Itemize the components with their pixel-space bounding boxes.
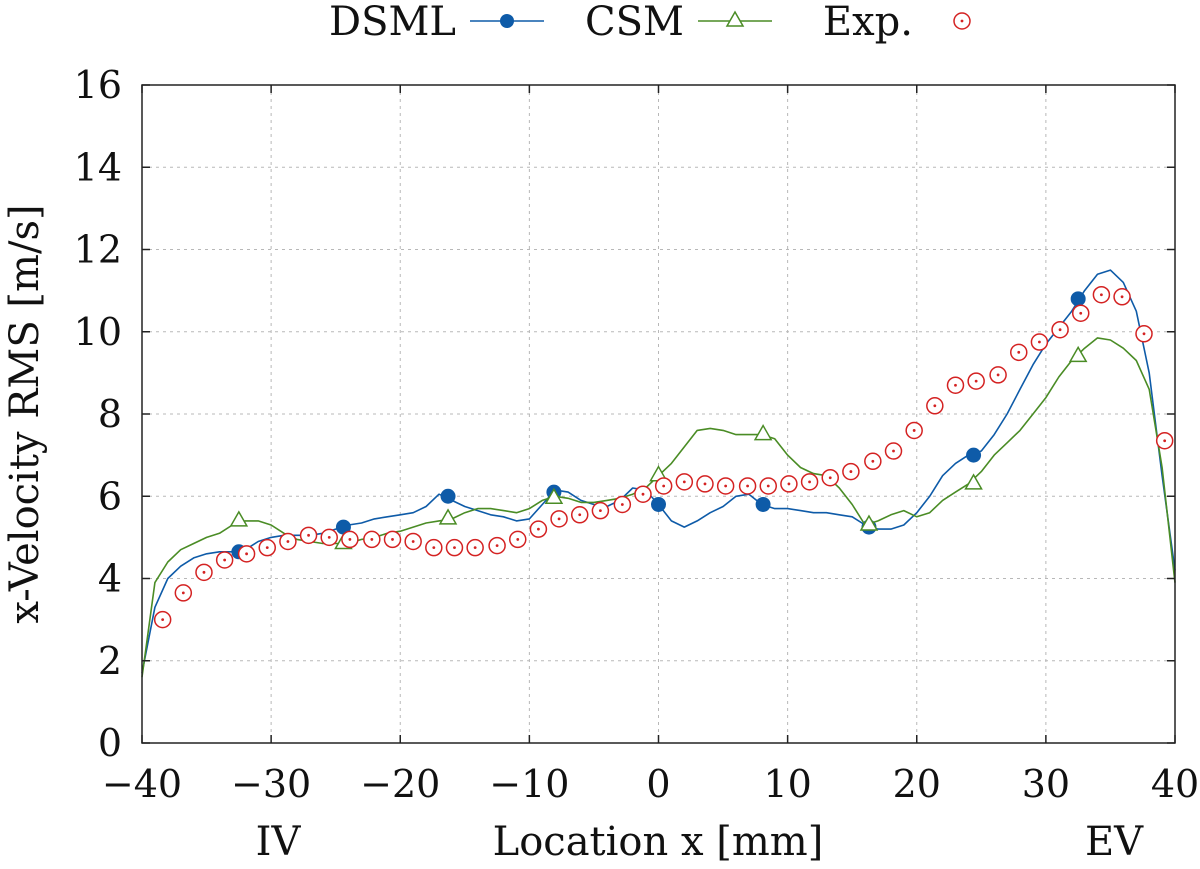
data-point-center-exp (245, 552, 248, 556)
data-point-center-exp (391, 538, 394, 541)
data-point-dsml (440, 488, 456, 504)
data-point-center-exp (849, 470, 853, 473)
data-point-center-exp (265, 546, 269, 550)
data-point-center-exp (912, 429, 916, 432)
legend-marker-dsml (500, 14, 514, 28)
x-axis-title: Location x [mm] (493, 819, 824, 865)
data-point-csm (753, 424, 773, 441)
data-point-center-exp (808, 480, 811, 484)
data-point-dsml (1070, 291, 1086, 307)
data-point-center-exp (473, 546, 477, 550)
data-point-center-exp (974, 379, 978, 383)
data-point-center-exp (286, 540, 290, 543)
data-point-center-exp (954, 383, 957, 387)
y-tick-label: 16 (74, 63, 122, 107)
data-point-center-exp (578, 513, 582, 517)
iv-annotation: IV (256, 819, 302, 865)
data-point-csm (438, 508, 458, 525)
data-point-dsml (335, 519, 351, 535)
series-layer (141, 269, 1176, 678)
legend: DSML CSM Exp. (329, 0, 971, 45)
y-tick-label: 14 (74, 145, 122, 189)
grid (142, 85, 1175, 743)
y-tick-label: 6 (98, 474, 122, 518)
x-tick-label: 10 (763, 762, 811, 806)
data-point-center-exp (996, 373, 1000, 377)
data-point-center-exp (703, 482, 707, 486)
data-point-center-exp (620, 503, 624, 506)
data-point-csm (964, 473, 983, 490)
data-point-csm (229, 510, 249, 527)
legend-marker-exp-dot (960, 19, 964, 23)
y-tick-label: 10 (74, 310, 122, 354)
y-tick-labels: 0 2 4 6 8 10 12 14 16 (74, 63, 122, 765)
data-point-csm (859, 514, 879, 531)
y-tick-label: 12 (74, 228, 122, 272)
data-point-csm (544, 487, 564, 505)
x-tick-label: −20 (360, 762, 440, 806)
x-tick-label: −10 (489, 762, 569, 806)
data-point-center-exp (1142, 332, 1146, 336)
x-tick-label: 40 (1151, 762, 1199, 806)
data-point-center-exp (370, 538, 374, 541)
data-point-center-exp (495, 544, 499, 547)
ev-annotation: EV (1085, 819, 1144, 865)
data-point-dsml (966, 447, 982, 463)
x-tick-label: 20 (893, 762, 941, 806)
data-point-center-exp (223, 558, 227, 562)
x-tick-label: 30 (1022, 762, 1070, 806)
data-point-center-exp (161, 618, 165, 622)
data-point-center-exp (641, 492, 645, 496)
y-tick-label: 8 (98, 392, 122, 436)
data-point-center-exp (348, 538, 352, 541)
data-point-center-exp (516, 538, 520, 541)
data-point-csm (1068, 345, 1088, 363)
data-point-center-exp (828, 476, 832, 480)
y-axis-title: x-Velocity RMS [m/s] (2, 204, 48, 623)
data-point-center-exp (1079, 311, 1083, 315)
data-point-center-exp (411, 540, 415, 543)
data-point-center-exp (746, 484, 749, 488)
data-point-center-exp (787, 482, 791, 486)
data-point-dsml (755, 496, 771, 512)
x-tick-label: −30 (231, 762, 311, 806)
data-point-center-exp (1163, 439, 1167, 443)
data-point-center-exp (327, 535, 331, 539)
data-point-center-exp (1099, 293, 1103, 297)
data-point-center-exp (662, 484, 666, 488)
y-tick-label: 2 (98, 639, 122, 683)
legend-marker-csm (725, 10, 745, 27)
data-point-center-exp (202, 570, 206, 574)
data-point-center-exp (432, 546, 436, 550)
data-point-dsml (651, 496, 666, 512)
axis-ticks (141, 84, 1176, 744)
data-point-center-exp (453, 546, 456, 550)
data-point-center-exp (682, 480, 686, 484)
x-tick-labels: −40 −30 −20 −10 0 10 20 30 40 (102, 762, 1199, 806)
x-tick-label: 0 (646, 762, 670, 806)
data-point-center-exp (598, 509, 602, 513)
legend-label-dsml: DSML (329, 0, 456, 45)
data-point-center-exp (724, 484, 728, 488)
data-point-center-exp (1120, 295, 1124, 299)
data-point-center-exp (871, 459, 875, 463)
data-point-center-exp (766, 484, 770, 488)
data-point-center-exp (1038, 340, 1041, 344)
data-point-center-exp (933, 404, 937, 408)
data-point-center-exp (537, 527, 540, 531)
legend-label-exp: Exp. (823, 0, 913, 45)
series-exp (153, 285, 1174, 629)
legend-label-csm: CSM (585, 0, 684, 45)
data-point-center-exp (307, 533, 310, 537)
data-point-center-exp (892, 449, 895, 453)
y-tick-label: 4 (98, 557, 122, 601)
x-tick-label: −40 (102, 762, 182, 806)
y-tick-label: 0 (98, 721, 122, 765)
data-point-center-exp (557, 517, 561, 521)
data-point-center-exp (1058, 328, 1062, 332)
data-point-center-exp (181, 591, 185, 595)
data-point-center-exp (1017, 350, 1021, 354)
